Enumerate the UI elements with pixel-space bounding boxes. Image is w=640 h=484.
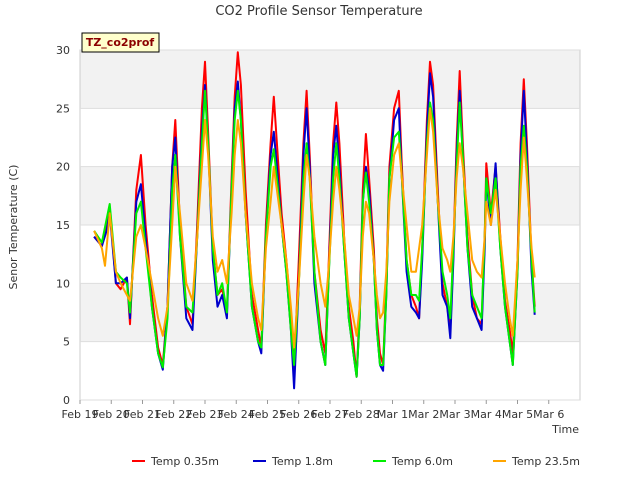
series-lines bbox=[93, 51, 536, 390]
y-tick-label: 5 bbox=[63, 336, 70, 349]
x-tick-label: Feb 20 bbox=[93, 408, 130, 421]
x-axis-title: Time bbox=[551, 423, 579, 436]
y-tick-label: 15 bbox=[56, 219, 70, 232]
x-tick-label: Feb 24 bbox=[218, 408, 255, 421]
x-tick-label: Feb 23 bbox=[187, 408, 224, 421]
x-tick-label: Mar 5 bbox=[502, 408, 533, 421]
legend-label: Temp 23.5m bbox=[511, 455, 580, 468]
x-tick-label: Feb 25 bbox=[249, 408, 286, 421]
x-tick-label: Mar 1 bbox=[377, 408, 408, 421]
annotation-tag-box bbox=[81, 32, 160, 53]
y-tick-labels: 0 5 10 15 20 25 30 bbox=[56, 44, 70, 407]
x-tick-label: Mar 3 bbox=[439, 408, 470, 421]
x-tick-label: Feb 22 bbox=[155, 408, 192, 421]
series-line-3 bbox=[93, 89, 536, 378]
x-tick-label: Mar 6 bbox=[533, 408, 564, 421]
annotation-tag: TZ_co2prof bbox=[81, 32, 160, 53]
series-line-4 bbox=[93, 107, 536, 349]
y-tick-label: 0 bbox=[63, 394, 70, 407]
plot-band bbox=[80, 50, 580, 109]
y-tick-label: 20 bbox=[56, 161, 70, 174]
y-tick-label: 25 bbox=[56, 102, 70, 115]
y-tick-label: 30 bbox=[56, 44, 70, 57]
x-tick-label: Feb 27 bbox=[312, 408, 349, 421]
legend-label: Temp 1.8m bbox=[271, 455, 333, 468]
chart-title: CO2 Profile Sensor Temperature bbox=[215, 4, 422, 19]
x-tick-label: Feb 28 bbox=[343, 408, 380, 421]
x-tick-label: Feb 21 bbox=[124, 408, 161, 421]
plot-band bbox=[80, 108, 580, 167]
x-tick-label: Feb 19 bbox=[62, 408, 99, 421]
legend: Temp 0.35m Temp 1.8m Temp 6.0m Temp 23.5m bbox=[132, 455, 580, 468]
x-tick-label: Mar 2 bbox=[408, 408, 439, 421]
legend-label: Temp 6.0m bbox=[391, 455, 453, 468]
legend-label: Temp 0.35m bbox=[150, 455, 219, 468]
y-tick-label: 10 bbox=[56, 277, 70, 290]
x-tick-label: Feb 26 bbox=[280, 408, 317, 421]
annotation-tag-label: TZ_co2prof bbox=[86, 36, 155, 49]
y-axis-title: Senor Temperature (C) bbox=[7, 165, 20, 290]
plot-band bbox=[80, 341, 580, 400]
x-tick-label: Mar 4 bbox=[471, 408, 502, 421]
